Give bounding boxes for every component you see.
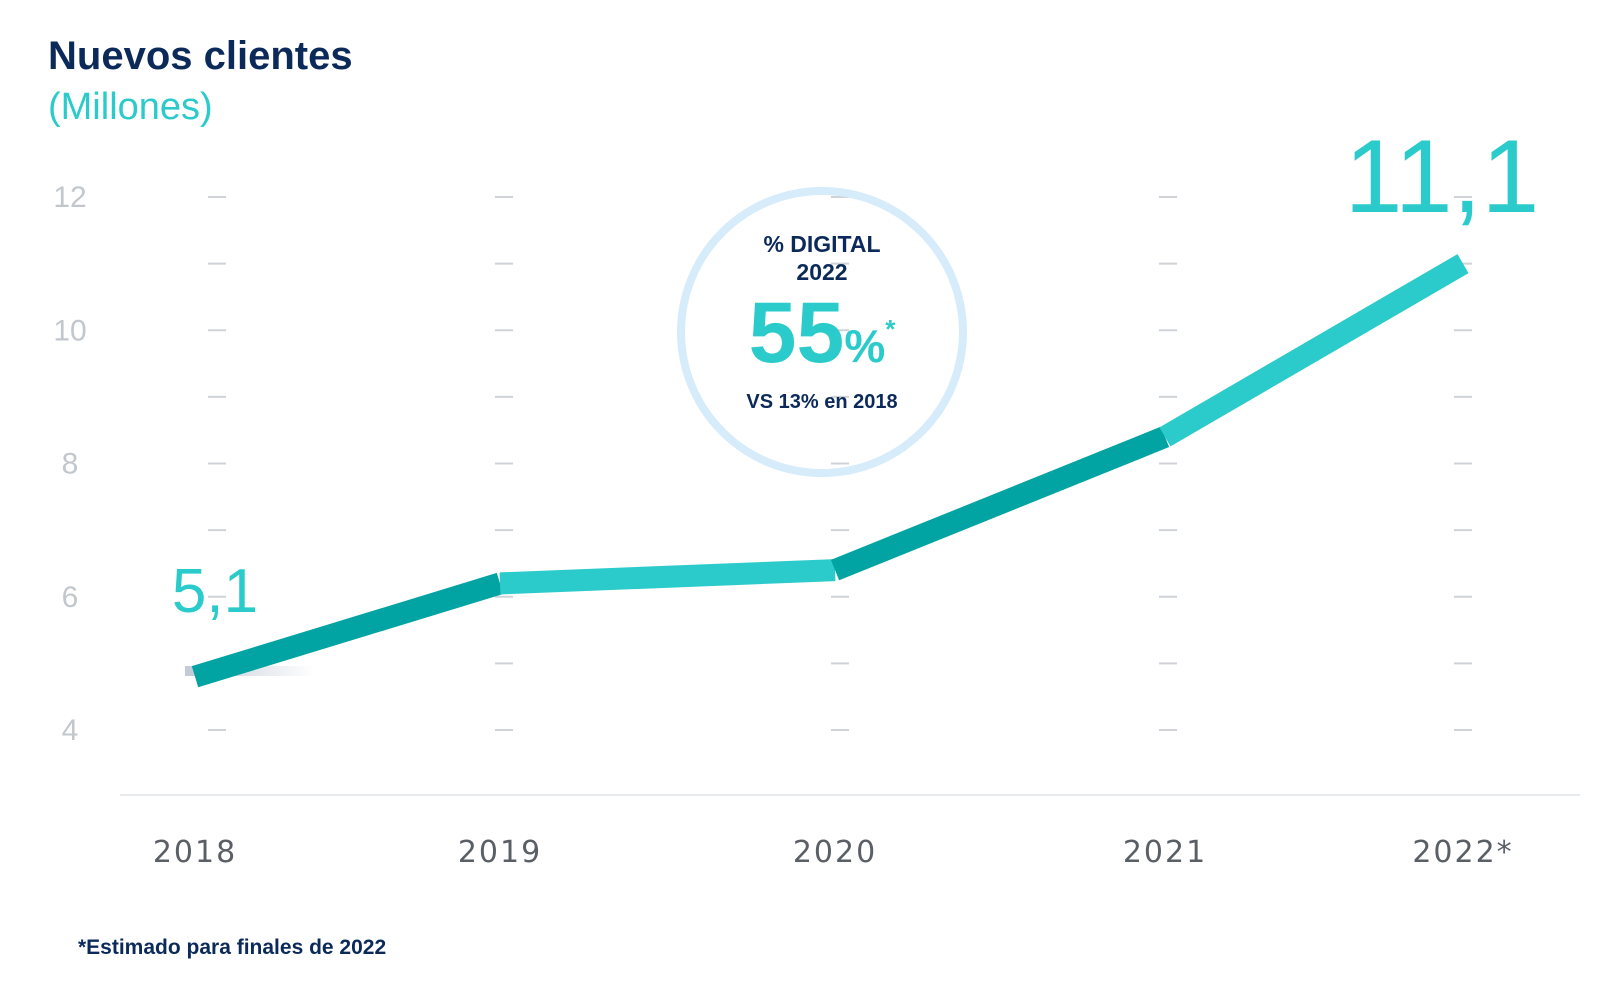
line-segment: [191, 572, 504, 688]
annotation-unit: %: [844, 320, 885, 372]
data-label: 11,1: [1345, 119, 1540, 235]
footnote: *Estimado para finales de 2022: [78, 936, 387, 959]
annotation-number: 55: [749, 285, 845, 381]
y-tick-label: 4: [62, 714, 79, 747]
x-tick-label: 2021: [1123, 835, 1207, 870]
x-tick-label: 2018: [153, 835, 237, 870]
digital-annotation: % DIGITAL 2022 55%* VS 13% en 2018: [677, 187, 967, 477]
value-labels: 5,1 11,1: [172, 119, 1539, 626]
y-tick-label: 10: [53, 314, 86, 347]
annotation-subtext: VS 13% en 2018: [746, 391, 897, 413]
y-tick-label: 8: [62, 448, 79, 481]
data-label: 5,1: [172, 557, 258, 626]
line-segment: [830, 426, 1170, 581]
y-tick-label: 12: [53, 181, 86, 214]
y-axis: 4 6 8 10 12: [53, 181, 86, 747]
x-tick-label: 2019: [458, 835, 542, 870]
chart-title: Nuevos clientes: [48, 34, 353, 78]
chart-subtitle: (Millones): [48, 86, 213, 128]
annotation-ring: [677, 187, 967, 477]
line-series: [191, 254, 1469, 688]
x-tick-label: 2020: [793, 835, 877, 870]
x-tick-label: 2022*: [1412, 835, 1513, 870]
annotation-marker: *: [885, 314, 896, 344]
x-axis: 2018 2019 2020 2021 2022*: [153, 835, 1513, 870]
y-tick-label: 6: [62, 581, 79, 614]
line-segment: [499, 559, 836, 595]
annotation-title-line1: % DIGITAL: [763, 231, 880, 257]
annotation-title-line2: 2022: [796, 259, 847, 285]
annotation-value: 55%*: [749, 285, 897, 381]
line-segment: [1159, 254, 1469, 447]
